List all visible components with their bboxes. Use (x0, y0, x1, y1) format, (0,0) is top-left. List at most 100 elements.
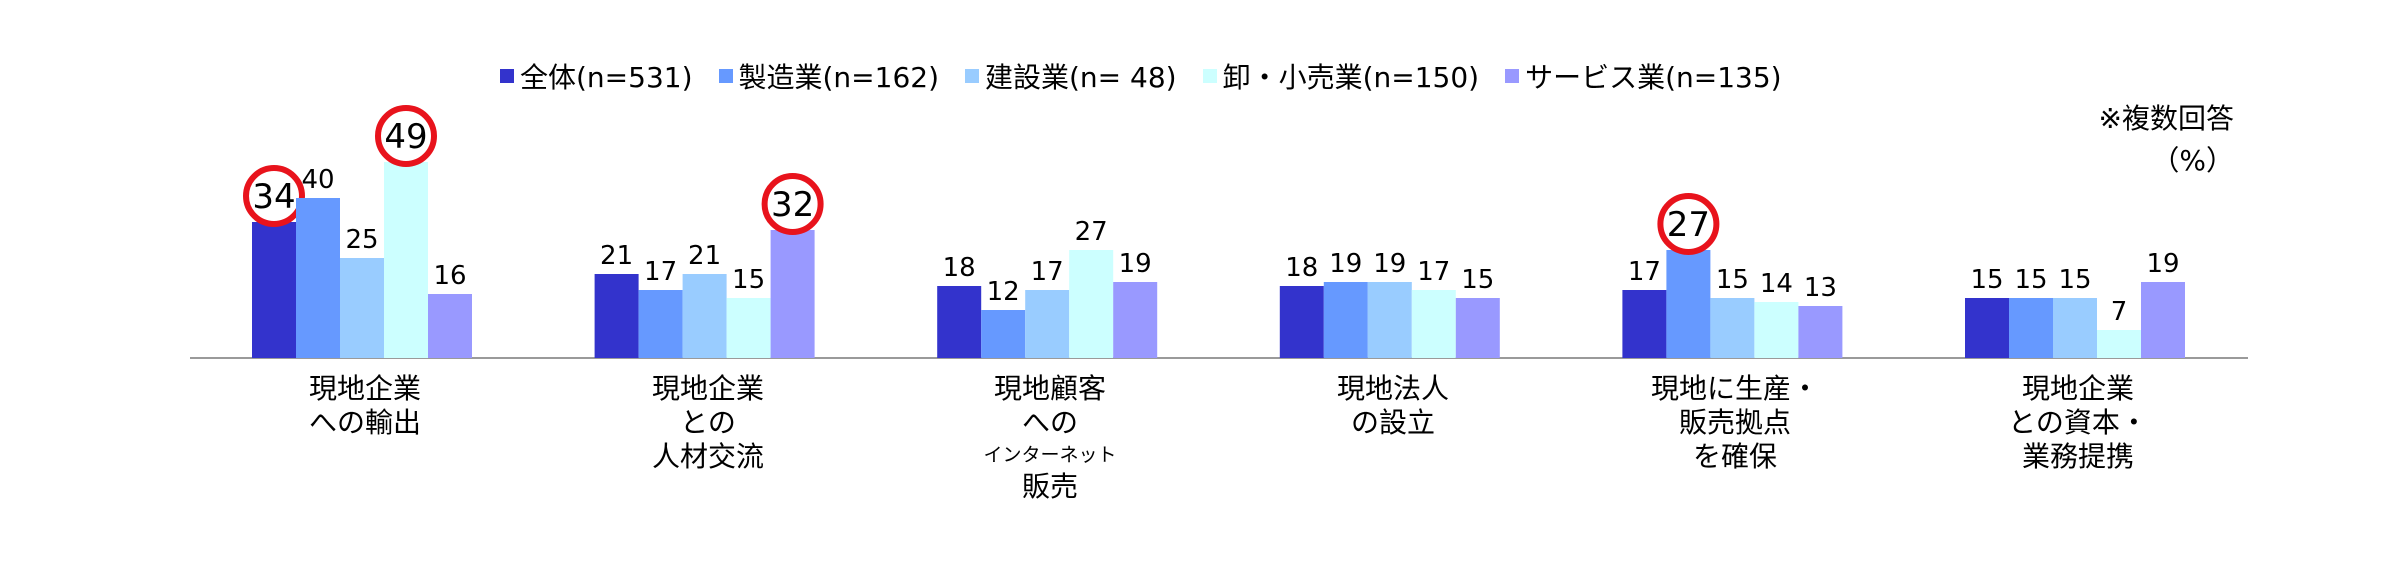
data-label: 19 (2146, 249, 2179, 279)
category-label-production-base: 現地に生産・ 販売拠点 を確保 (1620, 372, 1850, 474)
bar (428, 294, 472, 358)
bar (1455, 298, 1500, 358)
data-label: 16 (433, 261, 466, 291)
category-label-line: 現地企業 (2021, 372, 2134, 405)
legend-item-construction: 建設業(n= 48) (965, 56, 1177, 96)
category-label-part: へ (1021, 406, 1050, 439)
data-label: 27 (1075, 217, 1108, 247)
bar (1367, 282, 1412, 358)
data-label: 18 (943, 253, 976, 283)
category-label-line: 現地企業 (308, 372, 421, 405)
category-label-capital-alliance: 現地企業 との資本・ 業務提携 (1963, 372, 2193, 474)
category-label-line: 販売 (1021, 470, 1078, 503)
unit-label: （%） (2151, 144, 2234, 177)
bar (770, 230, 815, 358)
bar (1666, 250, 1711, 358)
legend-item-services: サービス業(n=135) (1505, 56, 1782, 96)
data-label: 49 (384, 117, 427, 157)
bar (682, 274, 727, 358)
bar (594, 274, 639, 358)
bar (384, 162, 428, 358)
bar (2097, 330, 2141, 358)
category-label-line: を確保 (1692, 440, 1777, 473)
highlight-circle (243, 165, 305, 227)
data-label: 34 (252, 177, 295, 217)
data-label: 19 (1373, 249, 1406, 279)
data-label: 15 (1970, 265, 2003, 295)
legend-swatch-construction (965, 69, 979, 83)
category-label-line: 業務提携 (2021, 440, 2134, 473)
bar (1710, 298, 1755, 358)
data-label: 13 (1804, 273, 1837, 303)
data-label: 17 (1031, 257, 1064, 287)
data-label: 17 (644, 257, 677, 287)
highlight-circle (1657, 193, 1720, 255)
category-label-internet-sales: 現地顧客 への インターネット 販売 (935, 372, 1165, 504)
bar (296, 198, 340, 358)
legend-item-all: 全体(n=531) (500, 56, 693, 96)
bar (252, 222, 296, 358)
legend-swatch-services (1505, 69, 1520, 83)
data-label: 18 (1285, 253, 1318, 283)
bar (1754, 302, 1799, 358)
data-label: 21 (688, 241, 721, 271)
bar (1798, 306, 1843, 358)
bar (1025, 290, 1070, 358)
data-label: 7 (2111, 297, 2128, 327)
category-label-part: の (1050, 406, 1079, 439)
legend-label-construction: 建設業(n= 48) (985, 61, 1177, 94)
data-label: 25 (345, 225, 378, 255)
data-label: 19 (1329, 249, 1362, 279)
bar (340, 258, 384, 358)
legend-label-services: サービス業(n=135) (1525, 61, 1782, 94)
bar (981, 310, 1026, 358)
category-label-line: 現地に生産・ (1650, 372, 1819, 405)
legend-item-manufacturing: 製造業(n=162) (718, 56, 940, 96)
bar (1113, 282, 1158, 358)
legend-label-manufacturing: 製造業(n=162) (738, 61, 940, 94)
category-label-small: インターネット (983, 444, 1117, 466)
bar (2053, 298, 2097, 358)
legend-label-wholesale-retail: 卸・小売業(n=150) (1222, 61, 1480, 94)
category-label-line: 販売拠点 (1678, 406, 1791, 439)
category-label-line: との資本・ (2008, 406, 2148, 439)
category-label-line: への (935, 406, 1165, 440)
data-label: 15 (1461, 265, 1494, 295)
data-label: 12 (987, 277, 1020, 307)
bar (2141, 282, 2185, 358)
bar (638, 290, 683, 358)
bar (726, 298, 771, 358)
category-label-personnel-exchange: 現地企業 との 人材交流 (593, 372, 823, 474)
category-label-line: 現地法人 (1336, 372, 1449, 405)
legend-swatch-wholesale-retail (1202, 69, 1217, 83)
legend-swatch-all (500, 69, 514, 83)
bar (1622, 290, 1667, 358)
category-label-line: 現地顧客 (993, 372, 1106, 405)
bar (1411, 290, 1456, 358)
legend: 全体(n=531) 製造業(n=162) 建設業(n= 48) 卸・小売業(n=… (500, 56, 1808, 96)
bar (1965, 298, 2009, 358)
data-label: 32 (771, 185, 814, 225)
data-label: 15 (2058, 265, 2091, 295)
bar (2009, 298, 2053, 358)
data-label: 14 (1760, 269, 1793, 299)
legend-label-all: 全体(n=531) (520, 61, 693, 94)
bar (1069, 250, 1114, 358)
bar (937, 286, 982, 358)
data-label: 17 (1417, 257, 1450, 287)
category-label-line: 人材交流 (651, 440, 764, 473)
category-label-line: との (680, 406, 736, 439)
category-label-line: への輸出 (308, 406, 421, 439)
category-label-line: の設立 (1350, 406, 1435, 439)
data-label: 27 (1667, 205, 1710, 245)
legend-item-wholesale-retail: 卸・小売業(n=150) (1202, 56, 1480, 96)
multiple-answer-note: ※複数回答 (2098, 102, 2234, 135)
highlight-circle (375, 105, 437, 167)
category-label-export: 現地企業 への輸出 (250, 372, 480, 440)
data-label: 21 (600, 241, 633, 271)
data-label: 19 (1119, 249, 1152, 279)
chart-note: ※複数回答 （%） (2099, 98, 2234, 182)
bar (1279, 286, 1324, 358)
data-label: 15 (2014, 265, 2047, 295)
